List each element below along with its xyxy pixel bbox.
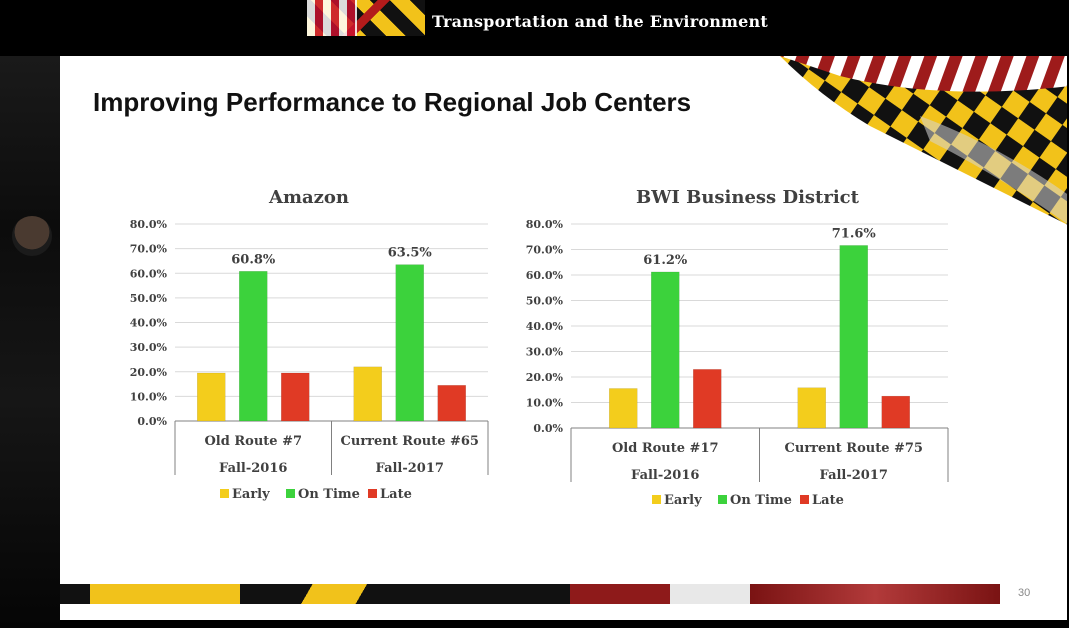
bar-early [197, 372, 226, 422]
data-label: 71.6% [832, 226, 877, 241]
y-tick-label: 60.0% [526, 269, 564, 282]
x-category-sublabel: Fall-2016 [219, 461, 287, 476]
y-tick-label: 30.0% [526, 346, 564, 359]
bar-late [881, 395, 910, 429]
legend-swatch [220, 489, 229, 498]
bar-on-time [651, 271, 680, 429]
y-tick-label: 50.0% [130, 292, 168, 305]
amazon-chart: 0.0% 10.0% 20.0% 30.0% 40.0% 50.0% 60.0% 70.0% 8… [130, 218, 489, 502]
legend-swatch [800, 495, 809, 504]
banner-title: Transportation and the Environment [432, 12, 768, 31]
page-number: 30 [1018, 587, 1031, 599]
x-category-sublabel: Fall-2016 [631, 468, 699, 483]
y-tick-label: 10.0% [130, 390, 168, 403]
y-tick-label: 80.0% [526, 218, 564, 231]
y-tick-label: 20.0% [526, 371, 564, 384]
bar-late [281, 372, 310, 422]
legend-label: On Time [298, 487, 360, 502]
bar-early [797, 387, 826, 429]
footer-bar [60, 584, 1067, 604]
bar-late [693, 369, 722, 429]
bar-early [353, 366, 382, 422]
bar-on-time [395, 264, 424, 422]
video-strip [0, 56, 60, 628]
y-tick-label: 40.0% [130, 317, 168, 330]
legend-swatch [718, 495, 727, 504]
data-label: 61.2% [643, 253, 688, 268]
bwi-chart: 0.0% 10.0% 20.0% 30.0% 40.0% 50.0% 60.0% 70.0% 8… [526, 218, 949, 508]
legend-label: On Time [730, 493, 792, 508]
legend-swatch [286, 489, 295, 498]
data-label: 60.8% [231, 252, 276, 267]
x-category-label: Old Route #7 [204, 434, 302, 449]
maryland-flag-decoration [780, 56, 1067, 225]
legend-label: Early [664, 493, 702, 508]
y-tick-label: 70.0% [526, 244, 564, 257]
y-tick-label: 10.0% [526, 397, 564, 410]
maryland-flag-icon [307, 0, 425, 36]
legend-label: Late [812, 493, 844, 508]
x-category-sublabel: Fall-2017 [820, 468, 888, 483]
x-category-label: Current Route #65 [341, 434, 479, 449]
chart-title-amazon: Amazon [269, 187, 349, 208]
slide: Improving Performance to Regional Job Ce… [60, 56, 1067, 620]
top-banner: Transportation and the Environment [0, 0, 1069, 52]
bar-on-time [839, 245, 868, 429]
y-tick-label: 0.0% [137, 415, 167, 428]
x-category-label: Old Route #17 [612, 441, 719, 456]
y-tick-label: 50.0% [526, 295, 564, 308]
bar-on-time [239, 271, 268, 422]
data-label: 63.5% [388, 246, 433, 261]
x-category-sublabel: Fall-2017 [376, 461, 444, 476]
y-tick-label: 70.0% [130, 243, 168, 256]
chart-title-bwi: BWI Business District [636, 187, 859, 208]
bar-late [437, 385, 466, 422]
bar-early [609, 388, 638, 429]
legend-label: Early [232, 487, 270, 502]
y-tick-label: 0.0% [533, 422, 563, 435]
slide-title: Improving Performance to Regional Job Ce… [93, 87, 692, 117]
y-tick-label: 20.0% [130, 366, 168, 379]
y-tick-label: 40.0% [526, 320, 564, 333]
y-tick-label: 80.0% [130, 218, 168, 231]
legend-swatch [652, 495, 661, 504]
y-tick-label: 60.0% [130, 267, 168, 280]
legend-swatch [368, 489, 377, 498]
presenter-thumbnail [12, 216, 52, 256]
y-tick-label: 30.0% [130, 341, 168, 354]
legend-label: Late [380, 487, 412, 502]
x-category-label: Current Route #75 [785, 441, 923, 456]
